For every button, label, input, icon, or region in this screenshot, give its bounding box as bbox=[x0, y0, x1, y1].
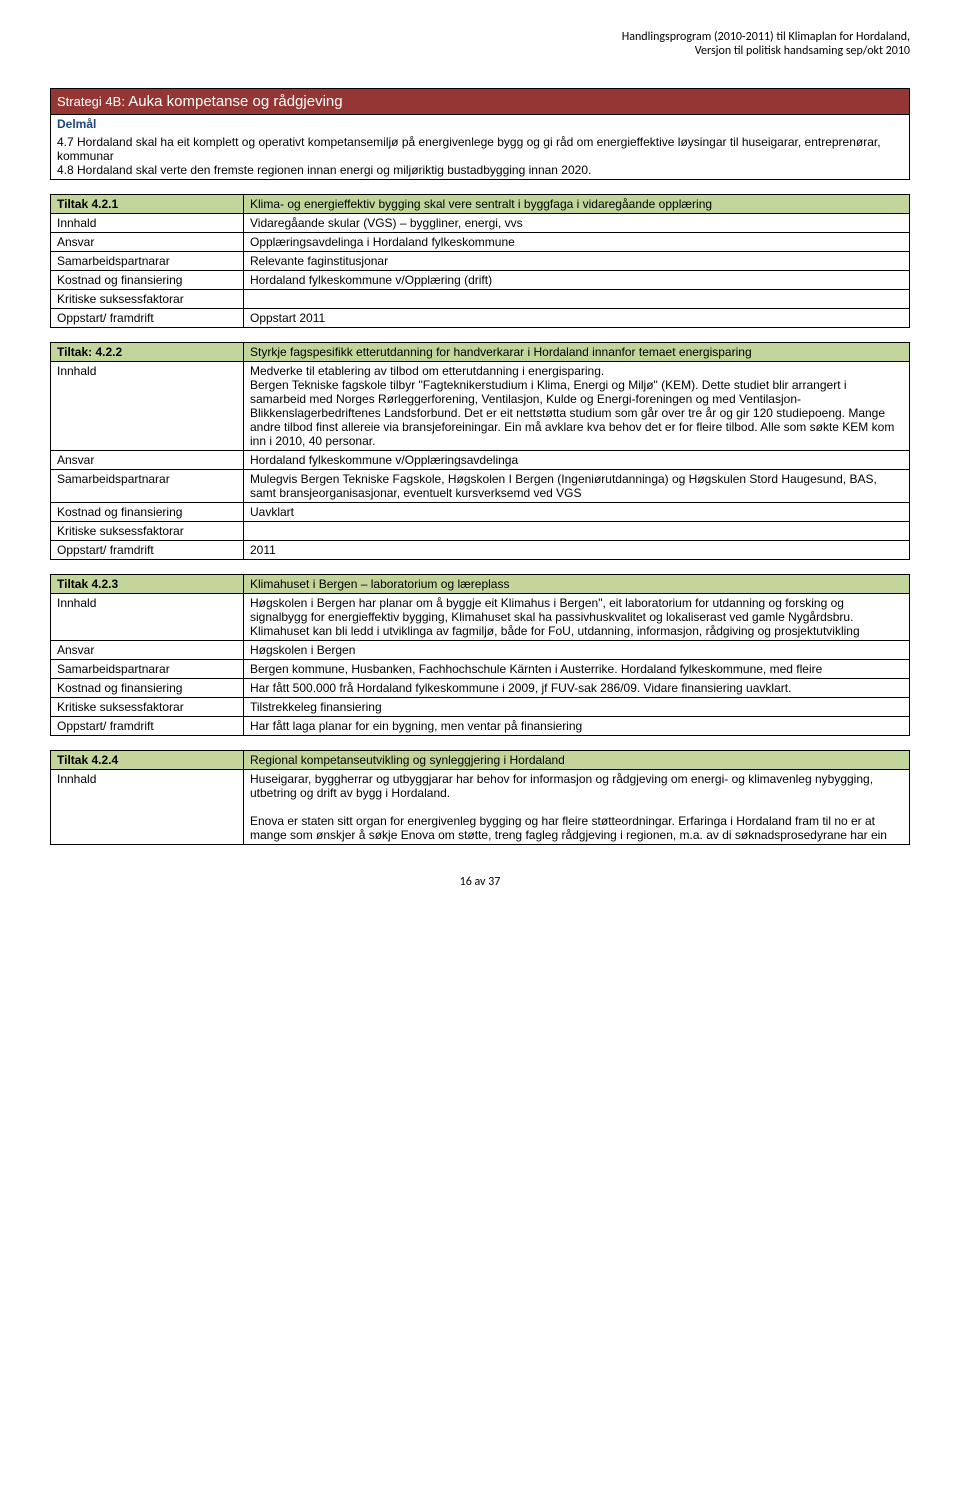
row-label: Kostnad og finansiering bbox=[51, 679, 244, 698]
row-label: Kritiske suksessfaktorar bbox=[51, 522, 244, 541]
table-row: Kostnad og finansieringHordaland fylkesk… bbox=[51, 271, 910, 290]
tiltak-id: Tiltak 4.2.3 bbox=[51, 575, 244, 594]
row-value: Hordaland fylkeskommune v/Opplæringsavde… bbox=[244, 451, 910, 470]
table-row: Kritiske suksessfaktorar bbox=[51, 290, 910, 309]
table-row: AnsvarHøgskolen i Bergen bbox=[51, 641, 910, 660]
row-label: Kostnad og finansiering bbox=[51, 271, 244, 290]
table-row: AnsvarOpplæringsavdelinga i Hordaland fy… bbox=[51, 233, 910, 252]
tiltak-title: Regional kompetanseutvikling og synleggj… bbox=[244, 751, 910, 770]
tiltak-table: Tiltak 4.2.4Regional kompetanseutvikling… bbox=[50, 750, 910, 845]
strategy-title: Auka kompetanse og rådgjeving bbox=[128, 93, 342, 110]
row-label: Oppstart/ framdrift bbox=[51, 541, 244, 560]
row-value: Høgskolen i Bergen bbox=[244, 641, 910, 660]
header-line-1: Handlingsprogram (2010-2011) til Klimapl… bbox=[622, 30, 910, 44]
strategy-prefix: Strategi 4B: bbox=[57, 94, 125, 109]
row-label: Oppstart/ framdrift bbox=[51, 309, 244, 328]
table-row: InnhaldMedverke til etablering av tilbod… bbox=[51, 362, 910, 451]
row-value bbox=[244, 290, 910, 309]
row-label: Ansvar bbox=[51, 451, 244, 470]
row-value bbox=[244, 522, 910, 541]
row-value: Medverke til etablering av tilbod om ett… bbox=[244, 362, 910, 451]
row-value: Hordaland fylkeskommune v/Opplæring (dri… bbox=[244, 271, 910, 290]
row-label: Innhald bbox=[51, 770, 244, 845]
strategy-banner: Strategi 4B: Auka kompetanse og rådgjevi… bbox=[50, 88, 910, 115]
row-label: Oppstart/ framdrift bbox=[51, 717, 244, 736]
row-label: Ansvar bbox=[51, 641, 244, 660]
row-value: Høgskolen i Bergen har planar om å byggj… bbox=[244, 594, 910, 641]
tiltak-id: Tiltak 4.2.4 bbox=[51, 751, 244, 770]
row-value: Uavklart bbox=[244, 503, 910, 522]
row-value: Bergen kommune, Husbanken, Fachhochschul… bbox=[244, 660, 910, 679]
delmal-label: Delmål bbox=[57, 117, 96, 131]
page-footer: 16 av 37 bbox=[50, 875, 910, 889]
tiltak-table: Tiltak 4.2.3Klimahuset i Bergen – labora… bbox=[50, 574, 910, 736]
row-label: Samarbeidspartnarar bbox=[51, 660, 244, 679]
row-label: Kritiske suksessfaktorar bbox=[51, 698, 244, 717]
row-value: Har fått laga planar for ein bygning, me… bbox=[244, 717, 910, 736]
row-value: Mulegvis Bergen Tekniske Fagskole, Høgsk… bbox=[244, 470, 910, 503]
intro-text: 4.7 Hordaland skal ha eit komplett og op… bbox=[51, 133, 909, 179]
row-label: Samarbeidspartnarar bbox=[51, 252, 244, 271]
row-label: Kostnad og finansiering bbox=[51, 503, 244, 522]
row-value: Har fått 500.000 frå Hordaland fylkeskom… bbox=[244, 679, 910, 698]
tiltak-title: Styrkje fagspesifikk etterutdanning for … bbox=[244, 343, 910, 362]
row-label: Innhald bbox=[51, 214, 244, 233]
tiltak-table: Tiltak: 4.2.2Styrkje fagspesifikk etteru… bbox=[50, 342, 910, 560]
table-row: SamarbeidspartnararRelevante faginstitus… bbox=[51, 252, 910, 271]
row-value: 2011 bbox=[244, 541, 910, 560]
header-line-2: Versjon til politisk handsaming sep/okt … bbox=[695, 44, 910, 58]
table-row: Oppstart/ framdriftOppstart 2011 bbox=[51, 309, 910, 328]
row-value: Relevante faginstitusjonar bbox=[244, 252, 910, 271]
row-label: Innhald bbox=[51, 362, 244, 451]
table-row: Oppstart/ framdrift2011 bbox=[51, 541, 910, 560]
tiltak-id: Tiltak 4.2.1 bbox=[51, 195, 244, 214]
row-value: Huseigarar, byggherrar og utbyggjarar ha… bbox=[244, 770, 910, 845]
table-row: AnsvarHordaland fylkeskommune v/Opplærin… bbox=[51, 451, 910, 470]
page-header: Handlingsprogram (2010-2011) til Klimapl… bbox=[50, 30, 910, 58]
row-label: Samarbeidspartnarar bbox=[51, 470, 244, 503]
row-value: Vidaregåande skular (VGS) – byggliner, e… bbox=[244, 214, 910, 233]
table-row: Kostnad og finansieringHar fått 500.000 … bbox=[51, 679, 910, 698]
row-value: Tilstrekkeleg finansiering bbox=[244, 698, 910, 717]
row-label: Kritiske suksessfaktorar bbox=[51, 290, 244, 309]
table-row: InnhaldHøgskolen i Bergen har planar om … bbox=[51, 594, 910, 641]
table-row: SamarbeidspartnararBergen kommune, Husba… bbox=[51, 660, 910, 679]
table-row: InnhaldHuseigarar, byggherrar og utbyggj… bbox=[51, 770, 910, 845]
table-row: Oppstart/ framdriftHar fått laga planar … bbox=[51, 717, 910, 736]
tiltak-title: Klimahuset i Bergen – laboratorium og læ… bbox=[244, 575, 910, 594]
table-row: SamarbeidspartnararMulegvis Bergen Tekni… bbox=[51, 470, 910, 503]
intro-box: Delmål 4.7 Hordaland skal ha eit komplet… bbox=[50, 115, 910, 180]
table-row: Kritiske suksessfaktorarTilstrekkeleg fi… bbox=[51, 698, 910, 717]
table-row: Kostnad og finansieringUavklart bbox=[51, 503, 910, 522]
row-label: Innhald bbox=[51, 594, 244, 641]
row-value: Opplæringsavdelinga i Hordaland fylkesko… bbox=[244, 233, 910, 252]
table-row: InnhaldVidaregåande skular (VGS) – byggl… bbox=[51, 214, 910, 233]
tiltak-id: Tiltak: 4.2.2 bbox=[51, 343, 244, 362]
tiltak-title: Klima- og energieffektiv bygging skal ve… bbox=[244, 195, 910, 214]
row-value: Oppstart 2011 bbox=[244, 309, 910, 328]
tiltak-table: Tiltak 4.2.1Klima- og energieffektiv byg… bbox=[50, 194, 910, 328]
table-row: Kritiske suksessfaktorar bbox=[51, 522, 910, 541]
row-label: Ansvar bbox=[51, 233, 244, 252]
